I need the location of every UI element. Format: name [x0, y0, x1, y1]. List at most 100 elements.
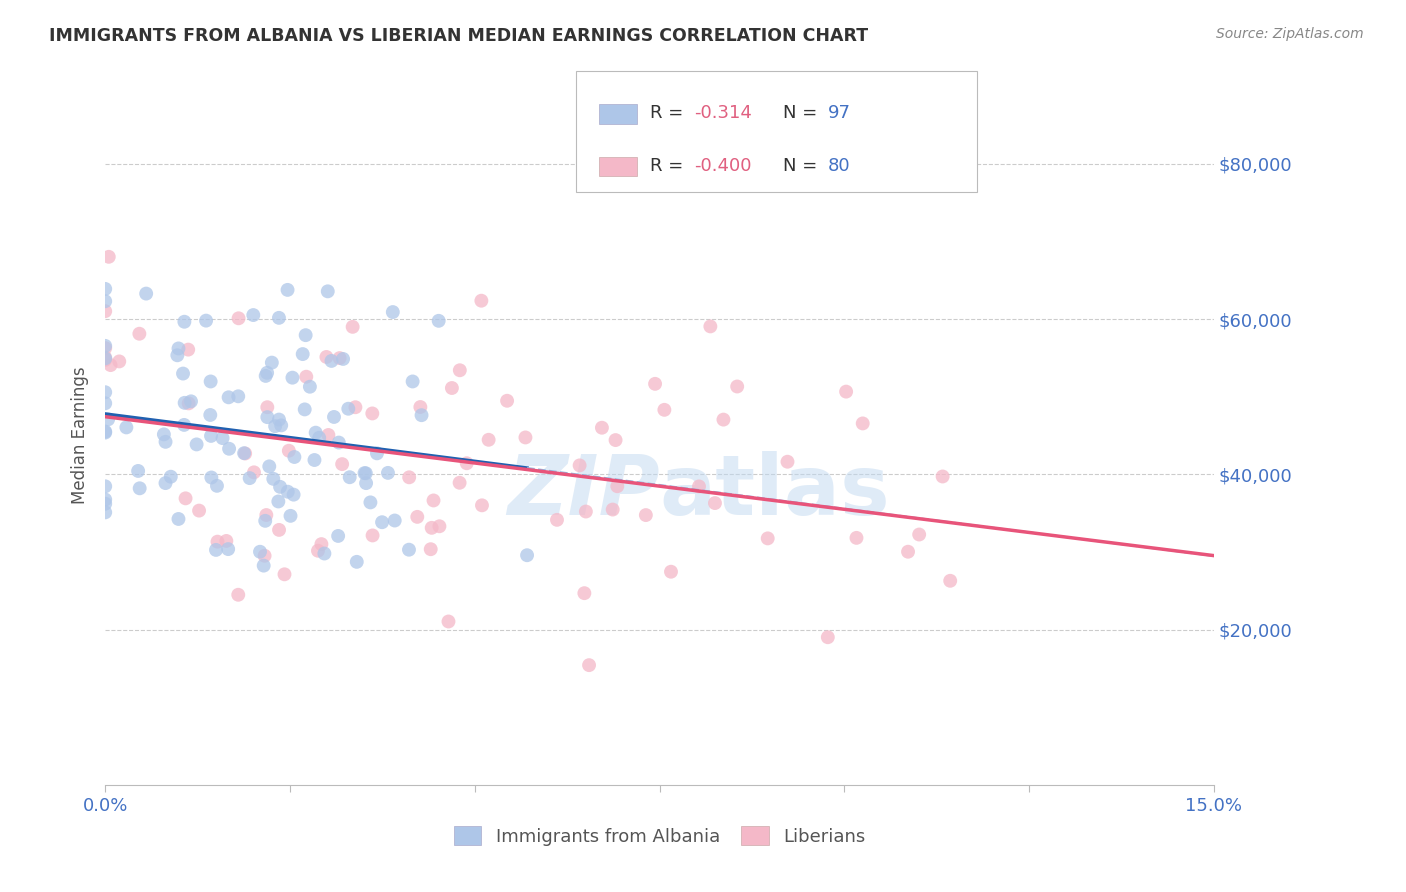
Point: [200, 375, 222, 389]
Point: [371, 515, 394, 529]
Point: [835, 384, 858, 399]
Point: [817, 630, 839, 644]
Point: [217, 542, 239, 557]
Point: [174, 491, 197, 506]
Point: [256, 366, 278, 380]
Point: [897, 545, 920, 559]
Point: [568, 458, 591, 473]
Point: [253, 558, 276, 573]
Point: [361, 406, 384, 420]
Point: [546, 513, 568, 527]
Text: R =: R =: [650, 104, 689, 122]
Point: [228, 311, 250, 326]
Point: [353, 466, 375, 480]
Point: [845, 531, 868, 545]
Point: [277, 283, 299, 297]
Point: [354, 467, 377, 481]
Point: [218, 442, 240, 456]
Point: [259, 459, 281, 474]
Point: [94, 497, 117, 511]
Point: [422, 493, 444, 508]
Point: [254, 368, 277, 383]
Point: [311, 537, 333, 551]
Point: [411, 408, 433, 422]
Point: [159, 469, 181, 483]
Text: 97: 97: [828, 104, 851, 122]
Point: [328, 529, 350, 543]
Point: [128, 481, 150, 495]
Point: [167, 512, 190, 526]
Point: [211, 431, 233, 445]
Point: [384, 514, 406, 528]
Point: [427, 314, 450, 328]
Point: [153, 427, 176, 442]
Point: [239, 471, 262, 485]
Y-axis label: Median Earnings: Median Earnings: [72, 367, 89, 504]
Point: [135, 286, 157, 301]
Point: [94, 492, 117, 507]
Point: [291, 347, 314, 361]
Point: [218, 390, 240, 404]
Point: [314, 547, 336, 561]
Point: [377, 466, 399, 480]
Text: N =: N =: [783, 104, 823, 122]
Point: [776, 455, 799, 469]
Text: -0.400: -0.400: [695, 157, 752, 175]
Legend: Immigrants from Albania, Liberians: Immigrants from Albania, Liberians: [454, 826, 865, 846]
Point: [578, 658, 600, 673]
Point: [94, 425, 117, 440]
Point: [226, 588, 249, 602]
Point: [332, 351, 354, 366]
Point: [574, 586, 596, 600]
Point: [449, 363, 471, 377]
Text: Source: ZipAtlas.com: Source: ZipAtlas.com: [1216, 27, 1364, 41]
Point: [308, 431, 330, 445]
Point: [94, 294, 117, 309]
Point: [226, 389, 249, 403]
Point: [307, 543, 329, 558]
Point: [249, 545, 271, 559]
Point: [205, 542, 228, 557]
Point: [180, 394, 202, 409]
Text: R =: R =: [650, 157, 689, 175]
Point: [94, 304, 117, 318]
Point: [401, 375, 423, 389]
Point: [281, 370, 304, 384]
Text: 80: 80: [828, 157, 851, 175]
Point: [654, 402, 676, 417]
Point: [575, 504, 598, 518]
Point: [478, 433, 501, 447]
Point: [277, 443, 299, 458]
Text: IMMIGRANTS FROM ALBANIA VS LIBERIAN MEDIAN EARNINGS CORRELATION CHART: IMMIGRANTS FROM ALBANIA VS LIBERIAN MEDI…: [49, 27, 869, 45]
Point: [337, 401, 360, 416]
Point: [94, 282, 117, 296]
Point: [328, 435, 350, 450]
Point: [94, 385, 117, 400]
Point: [267, 523, 290, 537]
Point: [243, 466, 266, 480]
Point: [939, 574, 962, 588]
Point: [419, 542, 441, 557]
Point: [200, 408, 222, 422]
Point: [515, 430, 537, 444]
Point: [342, 319, 364, 334]
Point: [270, 418, 292, 433]
Point: [409, 400, 432, 414]
Text: ZIP: ZIP: [508, 451, 659, 532]
Point: [359, 495, 381, 509]
Point: [173, 417, 195, 432]
Point: [127, 464, 149, 478]
Point: [167, 342, 190, 356]
Point: [330, 457, 353, 471]
Point: [256, 410, 278, 425]
Point: [242, 308, 264, 322]
Point: [605, 433, 627, 447]
Point: [94, 505, 117, 519]
Point: [94, 479, 117, 493]
Point: [253, 549, 276, 563]
Point: [264, 419, 287, 434]
Point: [344, 401, 367, 415]
Point: [188, 503, 211, 517]
Point: [688, 479, 710, 493]
Point: [97, 412, 120, 426]
